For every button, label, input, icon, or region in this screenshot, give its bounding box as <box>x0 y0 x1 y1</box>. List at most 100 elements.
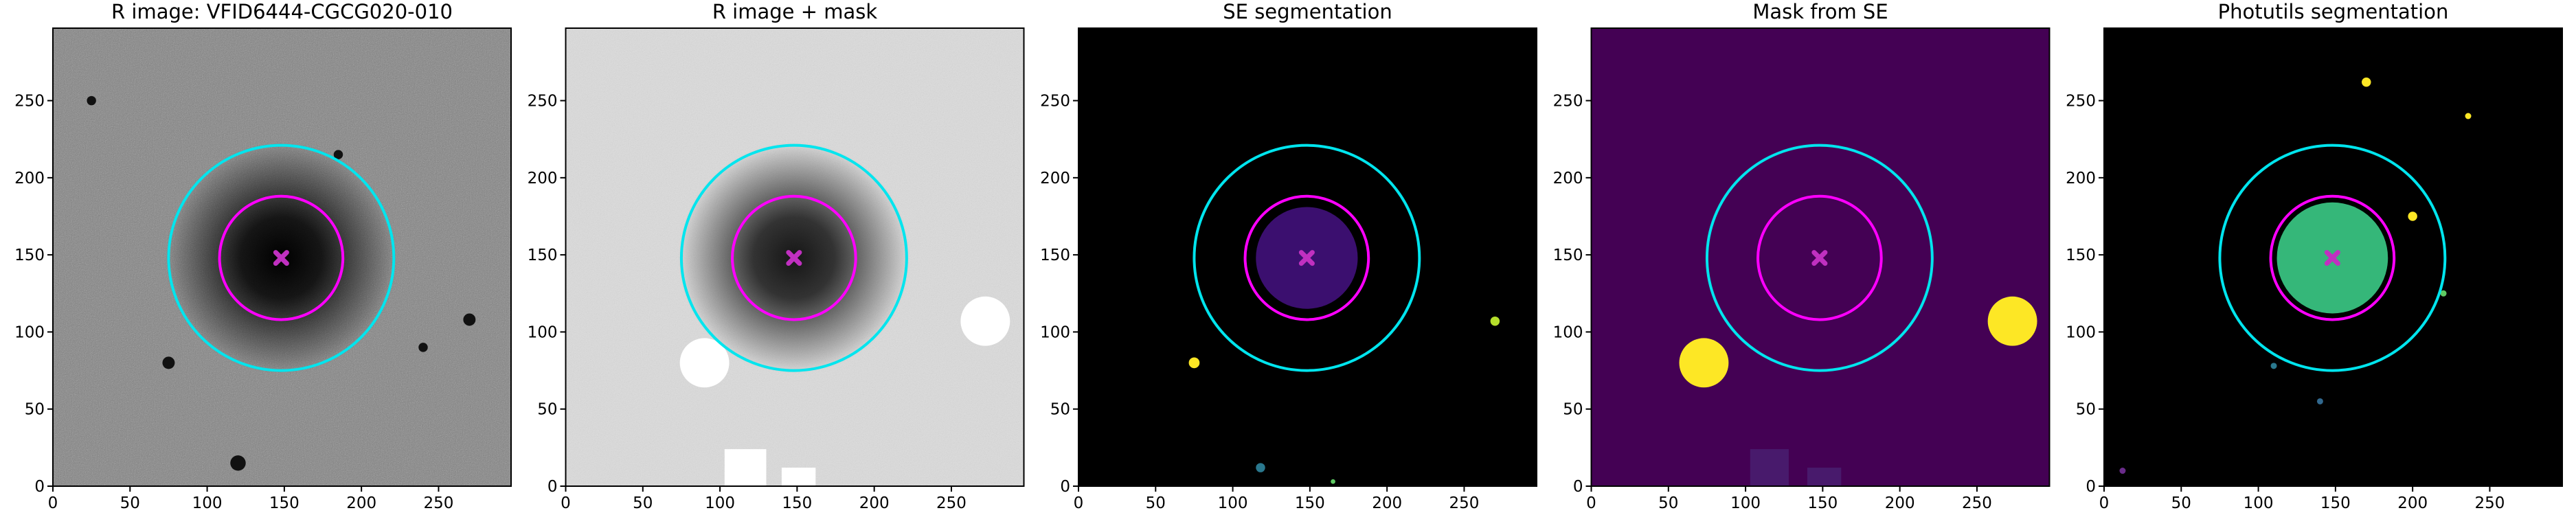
image-blob <box>1188 357 1200 369</box>
x-tick-label: 50 <box>1658 494 1678 512</box>
center-marker <box>786 250 802 266</box>
center-marker <box>2324 250 2340 266</box>
x-tick-label: 0 <box>561 494 571 512</box>
panel-title: SE segmentation <box>1223 0 1392 23</box>
y-tick-label: 0 <box>34 478 45 496</box>
x-tick-label: 150 <box>782 494 812 512</box>
image-blob <box>1987 296 2037 346</box>
axes-frame <box>52 27 512 487</box>
y-tick-label: 0 <box>547 478 558 496</box>
image-blob <box>960 296 1010 346</box>
x-tick-label: 150 <box>2320 494 2351 512</box>
aperture-circle <box>218 194 345 321</box>
image-blob <box>2270 363 2277 369</box>
y-tick-label: 200 <box>2066 170 2096 187</box>
aperture-circle <box>1705 144 1934 372</box>
x-tick-label: 50 <box>120 494 140 512</box>
image-blob <box>230 455 246 471</box>
y-tick-label: 50 <box>1050 401 1070 419</box>
aperture-circle <box>1756 194 1883 321</box>
x-tick-label: 100 <box>1730 494 1761 512</box>
y-tick-label: 250 <box>528 93 558 111</box>
x-tick-label: 200 <box>1372 494 1402 512</box>
y-tick-label: 150 <box>14 247 45 264</box>
panel: Mask from SE 0 50 100 150 200 250 0 50 100 150 200 2… <box>1553 0 2050 512</box>
image-blob <box>418 343 428 352</box>
x-tick-label: 0 <box>1586 494 1596 512</box>
y-tick-label: 200 <box>528 170 558 187</box>
center-marker <box>273 250 289 266</box>
x-tick-label: 100 <box>2244 494 2274 512</box>
y-tick-label: 100 <box>528 323 558 341</box>
y-tick-label: 150 <box>528 247 558 264</box>
y-tick-label: 150 <box>2066 247 2096 264</box>
panel: SE segmentation 0 50 100 150 200 250 0 50 100 150 2… <box>1040 0 1537 512</box>
image-blob <box>463 313 476 326</box>
y-tick-label: 100 <box>14 323 45 341</box>
x-tick-label: 250 <box>2474 494 2505 512</box>
aperture-circle <box>2218 144 2447 372</box>
y-tick-label: 150 <box>1040 247 1070 264</box>
axes-frame <box>2103 27 2563 487</box>
y-tick-label: 0 <box>2086 478 2096 496</box>
center-marker <box>1298 250 1315 266</box>
y-tick-label: 150 <box>1553 247 1583 264</box>
image-blob <box>333 150 343 159</box>
panel: R image: VFID6444-CGCG020-010 0 50 100 150 20… <box>14 0 512 512</box>
y-tick-label: 250 <box>2066 93 2096 111</box>
x-tick-label: 200 <box>2397 494 2428 512</box>
y-tick-label: 50 <box>25 401 45 419</box>
axes-frame <box>1590 27 2050 487</box>
image-blob <box>2408 211 2417 221</box>
center-marker <box>1811 250 1828 266</box>
x-tick-label: 100 <box>705 494 735 512</box>
panel-title: R image: VFID6444-CGCG020-010 <box>111 0 453 23</box>
y-tick-label: 250 <box>1040 93 1070 111</box>
y-tick-label: 200 <box>1553 170 1583 187</box>
image-blob <box>1331 479 1335 484</box>
x-tick-label: 0 <box>48 494 58 512</box>
image-blob <box>162 356 175 369</box>
x-tick-label: 250 <box>936 494 967 512</box>
y-tick-label: 100 <box>1040 323 1070 341</box>
aperture-circle <box>2269 194 2396 321</box>
y-tick-label: 100 <box>1553 323 1583 341</box>
x-tick-label: 50 <box>1146 494 1166 512</box>
x-tick-label: 50 <box>633 494 653 512</box>
x-tick-label: 100 <box>1218 494 1248 512</box>
axes-frame <box>1078 27 1537 487</box>
panel-title: R image + mask <box>712 0 878 23</box>
x-tick-label: 50 <box>2171 494 2191 512</box>
image-blob <box>87 95 96 106</box>
aperture-circle <box>679 144 908 372</box>
x-tick-label: 250 <box>1449 494 1479 512</box>
aperture-circle <box>1193 144 1421 372</box>
y-tick-label: 200 <box>1040 170 1070 187</box>
x-tick-label: 0 <box>1074 494 1084 512</box>
x-tick-label: 150 <box>269 494 300 512</box>
image-blob <box>1490 316 1500 326</box>
image-blob <box>2362 77 2371 87</box>
image-blob <box>2316 398 2323 404</box>
image-patch <box>1750 449 1789 486</box>
aperture-circle <box>731 194 857 321</box>
y-tick-label: 50 <box>1563 401 1583 419</box>
panel-title: Photutils segmentation <box>2218 0 2449 23</box>
panel: Photutils segmentation 0 50 100 150 200 250 0 50… <box>2066 0 2563 512</box>
image-blob <box>679 338 730 388</box>
image-blob <box>1256 463 1265 472</box>
y-tick-label: 0 <box>1060 478 1070 496</box>
y-tick-label: 250 <box>14 93 45 111</box>
x-tick-label: 250 <box>423 494 453 512</box>
y-tick-label: 50 <box>537 401 557 419</box>
x-tick-label: 0 <box>2099 494 2110 512</box>
x-tick-label: 200 <box>859 494 890 512</box>
image-patch <box>781 468 816 486</box>
x-tick-label: 200 <box>346 494 376 512</box>
image-blob <box>2465 113 2472 119</box>
x-tick-label: 150 <box>1807 494 1838 512</box>
x-tick-label: 100 <box>192 494 223 512</box>
x-tick-label: 250 <box>1962 494 1992 512</box>
axes-frame <box>565 27 1025 487</box>
